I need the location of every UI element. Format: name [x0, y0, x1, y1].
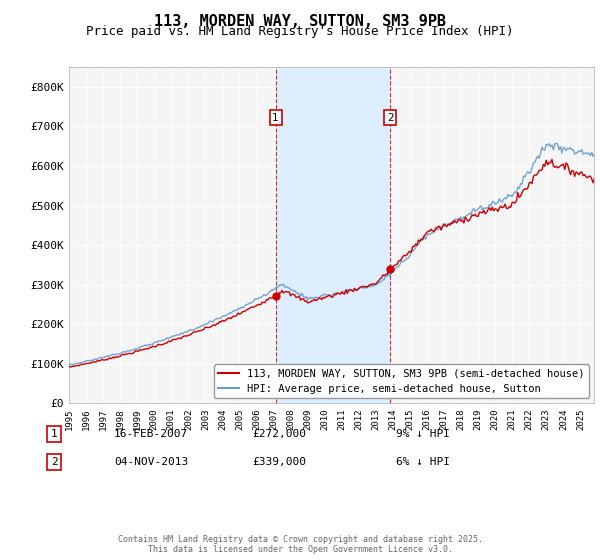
Text: 16-FEB-2007: 16-FEB-2007: [114, 429, 188, 439]
Text: 6% ↓ HPI: 6% ↓ HPI: [396, 457, 450, 467]
Text: £339,000: £339,000: [252, 457, 306, 467]
Text: Contains HM Land Registry data © Crown copyright and database right 2025.
This d: Contains HM Land Registry data © Crown c…: [118, 535, 482, 554]
Text: 1: 1: [272, 113, 279, 123]
Legend: 113, MORDEN WAY, SUTTON, SM3 9PB (semi-detached house), HPI: Average price, semi: 113, MORDEN WAY, SUTTON, SM3 9PB (semi-d…: [214, 365, 589, 398]
Text: 2: 2: [50, 457, 58, 467]
Text: 1: 1: [50, 429, 58, 439]
Text: £272,000: £272,000: [252, 429, 306, 439]
Text: 9% ↓ HPI: 9% ↓ HPI: [396, 429, 450, 439]
Text: 04-NOV-2013: 04-NOV-2013: [114, 457, 188, 467]
Bar: [275, 67, 390, 403]
Text: Price paid vs. HM Land Registry's House Price Index (HPI): Price paid vs. HM Land Registry's House …: [86, 25, 514, 38]
Text: 2: 2: [387, 113, 394, 123]
Text: 113, MORDEN WAY, SUTTON, SM3 9PB: 113, MORDEN WAY, SUTTON, SM3 9PB: [154, 14, 446, 29]
